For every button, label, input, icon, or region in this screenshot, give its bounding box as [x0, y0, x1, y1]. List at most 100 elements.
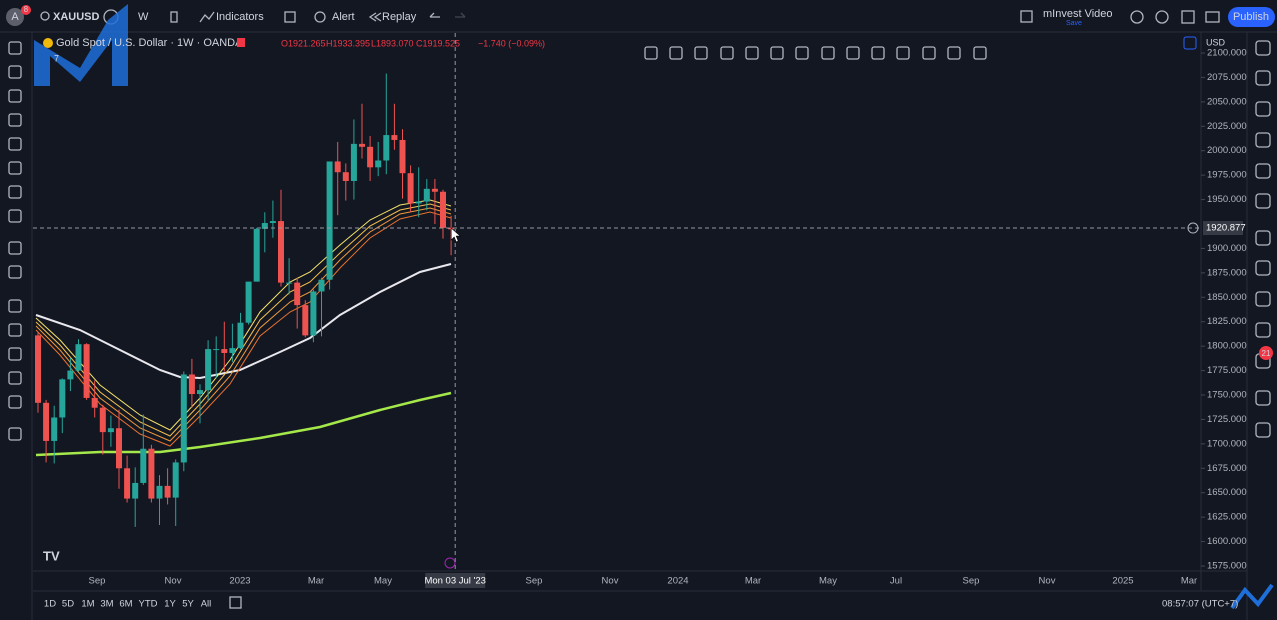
drawing-tool[interactable]: [720, 46, 734, 60]
x-tick-label: Nov: [602, 576, 619, 587]
candle-body: [359, 143, 365, 147]
drawing-tool[interactable]: [896, 46, 910, 60]
candle-body: [229, 348, 236, 353]
screenshot[interactable]: [1205, 11, 1220, 23]
replay[interactable]: Replay: [382, 11, 417, 23]
date-range[interactable]: [229, 596, 242, 609]
panel-icon[interactable]: [1255, 260, 1271, 276]
add-alert[interactable]: [1187, 222, 1199, 234]
candle-body: [318, 279, 325, 292]
x-tick-label: Mar: [745, 576, 761, 587]
currency[interactable]: USD: [1206, 37, 1226, 47]
panel-icon[interactable]: [1255, 101, 1271, 117]
layout-name[interactable]: mInvest Video: [1043, 8, 1113, 20]
panel-icon[interactable]: [1255, 291, 1271, 307]
tool-icon[interactable]: [8, 209, 22, 223]
tool-icon[interactable]: [8, 395, 22, 409]
panel-icon[interactable]: [1255, 422, 1271, 438]
candle-body: [172, 462, 179, 498]
publish-button[interactable]: [1228, 7, 1275, 27]
y-tick-label: 1900.000: [1207, 243, 1247, 254]
alert[interactable]: Alert: [332, 11, 355, 23]
panel-icon[interactable]: [1255, 163, 1271, 179]
panel-icon[interactable]: [1255, 70, 1271, 86]
timeframe-button[interactable]: 1D: [44, 599, 56, 610]
candle-body: [197, 390, 203, 395]
panel-icon[interactable]: [1255, 193, 1271, 209]
candle-body: [180, 374, 187, 463]
tool-icon[interactable]: [8, 161, 22, 175]
tool-icon[interactable]: [8, 427, 22, 441]
drawing-tool[interactable]: [770, 46, 784, 60]
undo[interactable]: [429, 12, 440, 18]
drawing-tool[interactable]: [745, 46, 759, 60]
timeframe-button[interactable]: 1Y: [164, 599, 176, 610]
drawing-tool[interactable]: [846, 46, 860, 60]
candle-body: [124, 468, 131, 499]
settings[interactable]: [1155, 10, 1169, 24]
drawing-tool[interactable]: [871, 46, 885, 60]
timeframe-button[interactable]: 5D: [62, 599, 74, 610]
save[interactable]: Save: [1066, 20, 1082, 27]
event-marker[interactable]: [444, 557, 456, 569]
tool-icon[interactable]: [8, 241, 22, 255]
y-tick-label: 2025.000: [1207, 121, 1247, 132]
tool-icon[interactable]: [8, 89, 22, 103]
candle-body: [67, 370, 74, 380]
timeframe-button[interactable]: 1M: [81, 599, 94, 610]
x-tick-label: Sep: [963, 576, 980, 587]
tool-icon[interactable]: [8, 113, 22, 127]
avatar[interactable]: [6, 8, 24, 26]
x-tick-label: May: [819, 576, 837, 587]
redo[interactable]: [455, 12, 466, 18]
drawing-tool[interactable]: [922, 46, 936, 60]
drawing-tool[interactable]: [669, 46, 683, 60]
indicators[interactable]: Indicators: [216, 11, 264, 23]
sync-icon[interactable]: [1183, 36, 1197, 50]
price-label-bg: [1203, 221, 1243, 236]
right-sidebar: [1255, 40, 1271, 438]
tool-icon[interactable]: [8, 347, 22, 361]
panel-icon[interactable]: [1255, 322, 1271, 338]
timeframe-button[interactable]: 3M: [100, 599, 113, 610]
tool-icon[interactable]: [8, 299, 22, 313]
candle-body: [261, 223, 268, 229]
drawing-tool[interactable]: [973, 46, 987, 60]
tool-icon[interactable]: [8, 65, 22, 79]
timeframe-button[interactable]: All: [201, 599, 212, 610]
flag[interactable]: [237, 38, 245, 47]
templates[interactable]: [284, 11, 296, 23]
panel-icon[interactable]: [1255, 390, 1271, 406]
layout-icon[interactable]: [1020, 10, 1033, 23]
timeframe-button[interactable]: YTD: [139, 599, 158, 610]
x-tick-label: Mar: [308, 576, 324, 587]
timeframe-button[interactable]: 5Y: [182, 599, 194, 610]
tool-icon[interactable]: [8, 371, 22, 385]
timeframe-button[interactable]: 6M: [119, 599, 132, 610]
legend-high: H1933.395: [326, 38, 370, 48]
drawing-tool[interactable]: [644, 46, 658, 60]
candle-body: [391, 135, 398, 140]
panel-icon[interactable]: [1255, 132, 1271, 148]
tool-icon[interactable]: [8, 265, 22, 279]
drawing-tool[interactable]: [694, 46, 708, 60]
symbol[interactable]: XAUUSD: [53, 11, 100, 23]
fullscreen[interactable]: [1181, 10, 1195, 24]
tool-icon[interactable]: [8, 323, 22, 337]
candle-body: [205, 349, 212, 391]
tool-icon[interactable]: [8, 185, 22, 199]
quick-search[interactable]: [1130, 10, 1144, 24]
drawing-tool[interactable]: [795, 46, 809, 60]
chart-type[interactable]: [170, 11, 178, 23]
drawing-tool[interactable]: [821, 46, 835, 60]
y-tick-label: 1825.000: [1207, 316, 1247, 327]
panel-icon[interactable]: [1255, 40, 1271, 56]
tool-icon[interactable]: [8, 137, 22, 151]
candle-body: [253, 228, 260, 282]
tool-icon[interactable]: [8, 41, 22, 55]
interval[interactable]: W: [138, 11, 149, 23]
panel-icon[interactable]: [1255, 230, 1271, 246]
drawing-tool[interactable]: [947, 46, 961, 60]
